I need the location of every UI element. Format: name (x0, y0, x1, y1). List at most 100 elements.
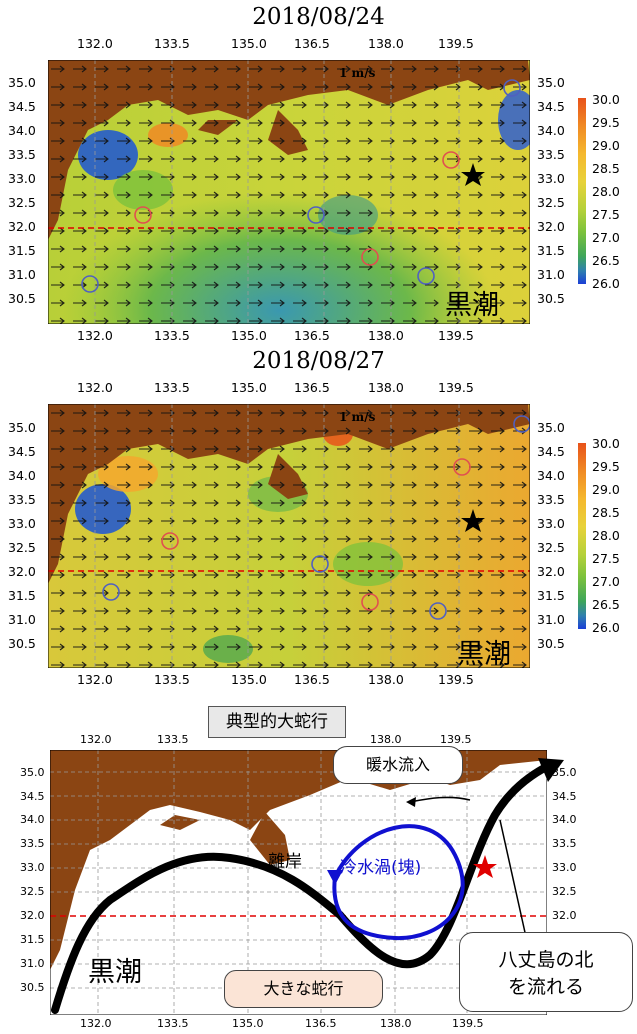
lat-tick: 35.0 (8, 420, 36, 435)
lon-tick: 139.5 (452, 1017, 484, 1030)
panel2-colorbar (578, 443, 586, 629)
lon-tick: 139.5 (438, 672, 474, 687)
lat-tick: 31.0 (8, 612, 36, 627)
colorbar-label: 27.5 (592, 551, 620, 566)
lon-tick: 133.5 (157, 733, 189, 746)
panel3-kuroshio-path (51, 758, 564, 1014)
lat-tick: 34.0 (537, 123, 565, 138)
lat-tick: 34.5 (537, 99, 565, 114)
lon-tick: 139.5 (440, 733, 472, 746)
lon-tick: 132.0 (77, 328, 113, 343)
lon-tick: 133.5 (154, 36, 190, 51)
lat-tick: 30.5 (537, 291, 565, 306)
lon-tick: 136.5 (294, 328, 330, 343)
lon-tick: 138.0 (368, 672, 404, 687)
colorbar-label: 29.0 (592, 138, 620, 153)
lat-tick: 30.5 (20, 981, 45, 994)
lat-tick: 34.5 (20, 790, 45, 803)
lon-tick: 135.0 (231, 672, 267, 687)
panel2-kuroshio-label: 黒潮 (457, 639, 511, 670)
colorbar-label: 29.5 (592, 115, 620, 130)
lat-tick: 32.0 (537, 564, 565, 579)
hachijo-callout: 八丈島の北 を流れる (459, 932, 633, 1012)
panel2-scale-label: 1 m/s (339, 410, 376, 424)
lon-tick: 138.0 (368, 36, 404, 51)
lat-tick: 33.5 (552, 837, 577, 850)
lon-tick: 136.5 (294, 672, 330, 687)
lon-tick: 133.5 (154, 328, 190, 343)
lon-tick: 132.0 (80, 1017, 112, 1030)
cold-eddy-label: 冷水渦(塊) (340, 858, 422, 878)
lat-tick: 33.5 (20, 837, 45, 850)
lat-tick: 35.0 (8, 75, 36, 90)
lat-tick: 34.0 (552, 813, 577, 826)
lon-tick: 136.5 (294, 380, 330, 395)
panel1-scale-label: 1 m/s (339, 66, 376, 80)
colorbar-label: 27.5 (592, 207, 620, 222)
panel2-sst-map (48, 404, 530, 668)
lat-tick: 32.5 (552, 885, 577, 898)
lat-tick: 32.0 (552, 909, 577, 922)
lat-tick: 35.0 (552, 766, 577, 779)
lat-tick: 31.0 (20, 957, 45, 970)
lat-tick: 34.0 (8, 468, 36, 483)
lon-tick: 135.0 (231, 380, 267, 395)
lat-tick: 33.0 (8, 516, 36, 531)
lat-tick: 30.5 (8, 636, 36, 651)
lon-tick: 138.0 (370, 733, 402, 746)
colorbar-label: 29.5 (592, 459, 620, 474)
lat-tick: 31.0 (8, 267, 36, 282)
lat-tick: 33.0 (552, 861, 577, 874)
lat-tick: 34.5 (537, 444, 565, 459)
lat-tick: 34.0 (20, 813, 45, 826)
lat-tick: 31.5 (537, 243, 565, 258)
lat-tick: 32.5 (8, 195, 36, 210)
lat-tick: 31.5 (8, 243, 36, 258)
lon-tick: 135.0 (231, 36, 267, 51)
colorbar-label: 30.0 (592, 92, 620, 107)
lat-tick: 31.5 (8, 588, 36, 603)
lat-tick: 33.5 (537, 147, 565, 162)
lat-tick: 31.0 (537, 612, 565, 627)
hachijo-line1: 八丈島の北 (498, 949, 594, 971)
lat-tick: 33.0 (537, 516, 565, 531)
lon-tick: 139.5 (438, 36, 474, 51)
lat-tick: 32.0 (20, 909, 45, 922)
panel3-title: 典型的大蛇行 (208, 706, 346, 738)
colorbar-label: 26.5 (592, 597, 620, 612)
warm-inflow-callout: 暖水流入 (333, 746, 463, 784)
lat-tick: 34.5 (8, 444, 36, 459)
panel1-kuroshio-label: 黒潮 (445, 290, 499, 321)
colorbar-label: 27.0 (592, 574, 620, 589)
lon-tick: 138.0 (368, 328, 404, 343)
lon-tick: 136.5 (294, 36, 330, 51)
panel2-title: 2018/08/27 (252, 348, 385, 374)
colorbar-label: 28.0 (592, 528, 620, 543)
lon-tick: 133.5 (154, 672, 190, 687)
big-meander-label: 大きな蛇行 (224, 970, 383, 1008)
lon-tick: 132.0 (77, 36, 113, 51)
hachijo-line2: を流れる (507, 976, 584, 998)
lon-tick: 133.5 (154, 380, 190, 395)
lat-tick: 30.5 (8, 291, 36, 306)
lat-tick: 30.5 (537, 636, 565, 651)
lat-tick: 31.5 (20, 933, 45, 946)
lon-tick: 139.5 (438, 380, 474, 395)
colorbar-label: 28.5 (592, 505, 620, 520)
lon-tick: 136.5 (305, 1017, 337, 1030)
lat-tick: 33.0 (8, 171, 36, 186)
lat-tick: 34.0 (537, 468, 565, 483)
lat-tick: 31.0 (537, 267, 565, 282)
panel1-title: 2018/08/24 (252, 4, 385, 30)
lon-tick: 139.5 (438, 328, 474, 343)
panel1-colorbar (578, 98, 586, 284)
lat-tick: 33.0 (537, 171, 565, 186)
lat-tick: 33.5 (8, 147, 36, 162)
panel3-kuroshio-label: 黒潮 (88, 957, 142, 988)
colorbar-label: 26.0 (592, 620, 620, 635)
lat-tick: 34.5 (552, 790, 577, 803)
lat-tick: 32.5 (8, 540, 36, 555)
lat-tick: 33.0 (20, 861, 45, 874)
colorbar-label: 29.0 (592, 482, 620, 497)
lat-tick: 32.5 (20, 885, 45, 898)
